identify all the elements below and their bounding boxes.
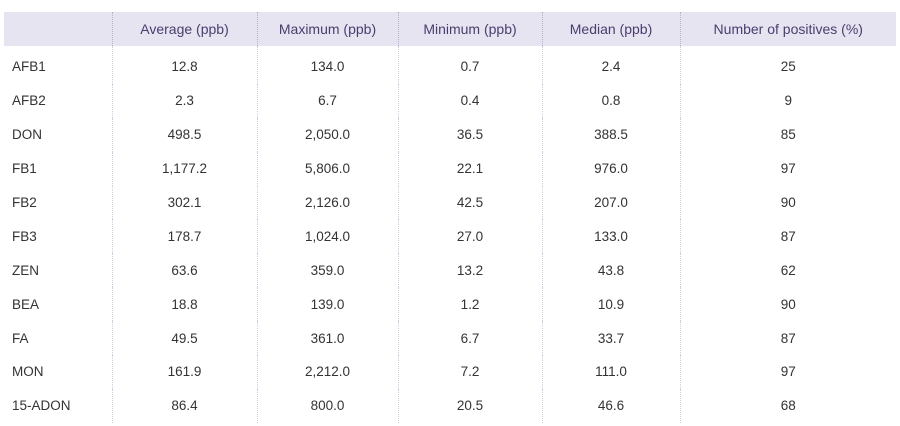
median-cell: 976.0 [541, 151, 680, 186]
positives-cell: 87 [679, 219, 896, 254]
table-body: AFB1 12.8 134.0 0.7 2.4 25 AFB2 2.3 6.7 0.4 0.8 9 DO… [4, 46, 896, 423]
average-cell: 178.7 [111, 219, 257, 254]
minimum-cell: 1.2 [397, 287, 542, 322]
mycotoxin-name-cell: FA [12, 330, 29, 346]
table-header-row: Average (ppb) Maximum (ppb) Minimum (ppb… [4, 12, 896, 46]
minimum-cell: 22.1 [397, 151, 542, 186]
median-cell: 133.0 [541, 219, 680, 254]
table-row: 15-ADON 86.4 800.0 20.5 46.6 68 [4, 388, 896, 423]
median-cell: 43.8 [541, 253, 680, 288]
average-cell: 49.5 [111, 321, 257, 356]
maximum-cell: 2,126.0 [256, 185, 398, 220]
minimum-cell: 0.4 [397, 83, 542, 118]
positives-cell: 25 [679, 46, 896, 84]
maximum-cell: 134.0 [256, 46, 398, 84]
header-cell-maximum: Maximum (ppb) [256, 12, 398, 46]
table-row: DON 498.5 2,050.0 36.5 388.5 85 [4, 117, 896, 152]
median-cell: 0.8 [541, 83, 680, 118]
table-row: FB3 178.7 1,024.0 27.0 133.0 87 [4, 219, 896, 254]
average-cell: 2.3 [111, 83, 257, 118]
maximum-cell: 6.7 [256, 83, 398, 118]
maximum-cell: 139.0 [256, 287, 398, 322]
mycotoxin-name-cell: MON [12, 364, 44, 380]
average-cell: 498.5 [111, 117, 257, 152]
header-cell-mycotoxin [4, 12, 112, 46]
maximum-cell: 1,024.0 [256, 219, 398, 254]
table-row: FB2 302.1 2,126.0 42.5 207.0 90 [4, 185, 896, 220]
mycotoxin-name-cell: DON [12, 127, 42, 143]
minimum-cell: 13.2 [397, 253, 542, 288]
header-cell-median: Median (ppb) [541, 12, 680, 46]
mycotoxin-name-cell: FB3 [12, 228, 37, 244]
mycotoxin-name-cell: BEA [12, 296, 40, 312]
average-cell: 1,177.2 [111, 151, 257, 186]
maximum-cell: 359.0 [256, 253, 398, 288]
minimum-cell: 20.5 [397, 388, 542, 423]
table-row: AFB2 2.3 6.7 0.4 0.8 9 [4, 83, 896, 118]
positives-cell: 97 [679, 355, 896, 389]
average-cell: 86.4 [111, 388, 257, 423]
table-row: BEA 18.8 139.0 1.2 10.9 90 [4, 287, 896, 322]
positives-cell: 68 [679, 388, 896, 423]
maximum-cell: 2,212.0 [256, 355, 398, 389]
minimum-cell: 6.7 [397, 321, 542, 356]
median-cell: 33.7 [541, 321, 680, 356]
table-row: FB1 1,177.2 5,806.0 22.1 976.0 97 [4, 151, 896, 186]
median-cell: 388.5 [541, 117, 680, 152]
average-cell: 161.9 [111, 355, 257, 389]
median-cell: 207.0 [541, 185, 680, 220]
median-cell: 10.9 [541, 287, 680, 322]
positives-cell: 62 [679, 253, 896, 288]
minimum-cell: 36.5 [397, 117, 542, 152]
median-cell: 2.4 [541, 46, 680, 84]
table-row: AFB1 12.8 134.0 0.7 2.4 25 [4, 46, 896, 84]
average-cell: 63.6 [111, 253, 257, 288]
mycotoxin-name-cell: FB1 [12, 161, 37, 177]
table-row: FA 49.5 361.0 6.7 33.7 87 [4, 321, 896, 356]
table-row: ZEN 63.6 359.0 13.2 43.8 62 [4, 253, 896, 288]
minimum-cell: 27.0 [397, 219, 542, 254]
header-cell-average: Average (ppb) [111, 12, 257, 46]
median-cell: 46.6 [541, 388, 680, 423]
average-cell: 18.8 [111, 287, 257, 322]
positives-cell: 9 [679, 83, 896, 118]
positives-cell: 90 [679, 287, 896, 322]
positives-cell: 87 [679, 321, 896, 356]
table-row: MON 161.9 2,212.0 7.2 111.0 97 [4, 355, 896, 389]
minimum-cell: 7.2 [397, 355, 542, 389]
mycotoxin-name-cell: FB2 [12, 195, 37, 210]
maximum-cell: 361.0 [256, 321, 398, 356]
average-cell: 12.8 [111, 46, 257, 84]
mycotoxin-name-cell: AFB1 [12, 59, 46, 75]
positives-cell: 85 [679, 117, 896, 152]
minimum-cell: 42.5 [397, 185, 542, 220]
maximum-cell: 5,806.0 [256, 151, 398, 186]
header-cell-positives: Number of positives (%) [679, 12, 896, 46]
median-cell: 111.0 [541, 355, 680, 389]
mycotoxin-name-cell: ZEN [12, 262, 39, 278]
maximum-cell: 800.0 [256, 388, 398, 423]
average-cell: 302.1 [111, 185, 257, 220]
mycotoxin-name-cell: 15-ADON [12, 398, 71, 414]
mycotoxin-name-cell: AFB2 [12, 93, 46, 109]
mycotoxin-table-container: Average (ppb) Maximum (ppb) Minimum (ppb… [4, 12, 896, 423]
minimum-cell: 0.7 [397, 46, 542, 84]
maximum-cell: 2,050.0 [256, 117, 398, 152]
positives-cell: 97 [679, 151, 896, 186]
header-cell-minimum: Minimum (ppb) [397, 12, 542, 46]
mycotoxin-statistics-table: Average (ppb) Maximum (ppb) Minimum (ppb… [4, 12, 896, 423]
positives-cell: 90 [679, 185, 896, 220]
